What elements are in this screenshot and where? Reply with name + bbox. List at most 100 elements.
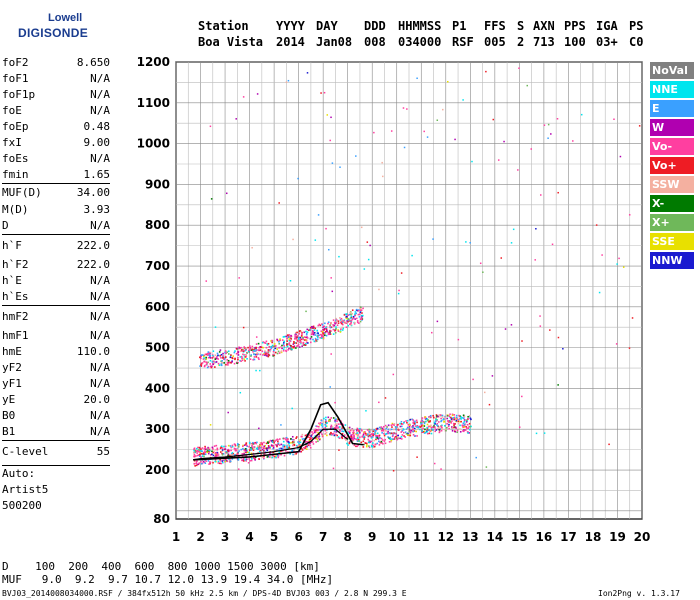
- noise-point: [330, 277, 332, 279]
- echo-point: [259, 444, 262, 446]
- polarization-legend: NoVal NNE E W Vo- Vo+ SSW X- X+ SSE NNW: [650, 62, 694, 271]
- echo-point: [317, 324, 320, 327]
- echo-point: [306, 337, 309, 339]
- echo-point: [428, 432, 431, 435]
- echo-point: [341, 326, 344, 329]
- noise-point: [256, 93, 259, 95]
- echo-point: [194, 465, 196, 467]
- echo-point: [229, 356, 232, 359]
- y-tick-label: 600: [145, 300, 170, 314]
- x-tick-label: 17: [560, 530, 577, 544]
- noise-point: [619, 155, 622, 158]
- echo-point: [308, 328, 311, 331]
- echo-point: [430, 429, 433, 432]
- echo-point: [367, 441, 370, 444]
- echo-point: [299, 439, 301, 441]
- echo-point: [366, 429, 369, 431]
- echo-point: [357, 322, 360, 324]
- echo-point: [426, 432, 429, 435]
- echo-point: [459, 424, 461, 427]
- echo-point: [243, 449, 246, 451]
- echo-point: [440, 425, 443, 428]
- echo-point: [204, 451, 207, 454]
- echo-point: [243, 358, 246, 360]
- echo-point: [281, 344, 283, 347]
- echo-point: [395, 428, 397, 431]
- echo-point: [423, 422, 426, 425]
- echo-point: [222, 358, 225, 360]
- echo-point: [333, 321, 336, 324]
- echo-point: [325, 416, 327, 419]
- echo-point: [195, 460, 198, 463]
- echo-point: [354, 314, 357, 317]
- echo-point: [361, 314, 364, 317]
- echo-point: [293, 453, 296, 456]
- param-row: h`F2 222.0: [2, 257, 110, 273]
- footer-version: Ion2Png v. 1.3.17: [598, 589, 680, 598]
- echo-point: [395, 426, 398, 429]
- echo-point: [353, 444, 356, 447]
- echo-point: [267, 445, 270, 447]
- echo-point: [359, 432, 361, 434]
- noise-point: [423, 130, 425, 133]
- echo-point: [290, 334, 292, 337]
- echo-point: [219, 460, 222, 462]
- echo-point: [327, 322, 329, 325]
- echo-point: [219, 349, 222, 351]
- header-p1-label: P1: [452, 19, 467, 33]
- echo-point: [258, 447, 260, 450]
- x-tick-label: 10: [388, 530, 405, 544]
- echo-point: [278, 444, 281, 446]
- echo-point: [463, 430, 465, 433]
- echo-point: [204, 364, 206, 367]
- echo-point: [318, 334, 320, 336]
- echo-point: [230, 449, 232, 452]
- echo-point: [206, 366, 209, 369]
- echo-point: [315, 340, 318, 343]
- echo-point: [200, 456, 202, 458]
- echo-point: [382, 425, 385, 428]
- echo-point: [237, 446, 240, 448]
- echo-point: [253, 456, 256, 459]
- x-tick-label: 7: [319, 530, 327, 544]
- echo-point: [446, 417, 449, 420]
- echo-point: [242, 353, 244, 356]
- echo-point: [265, 355, 268, 357]
- echo-point: [213, 450, 215, 453]
- echo-point: [362, 440, 365, 443]
- header-pps-label: PPS: [564, 19, 586, 33]
- echo-point: [420, 421, 422, 424]
- echo-point: [310, 441, 313, 444]
- param-row: fmin 1.65: [2, 167, 110, 183]
- echo-point: [394, 436, 396, 439]
- echo-point: [380, 426, 383, 428]
- echo-point: [237, 453, 239, 456]
- echo-point: [354, 318, 356, 320]
- echo-point: [380, 437, 383, 440]
- echo-point: [306, 436, 309, 438]
- echo-point: [295, 342, 298, 344]
- echo-point: [393, 423, 396, 425]
- echo-point: [222, 355, 224, 357]
- param-value: 222.0: [76, 258, 110, 271]
- echo-point: [466, 431, 469, 433]
- echo-point: [430, 432, 433, 435]
- echo-point: [459, 430, 462, 433]
- echo-point: [292, 343, 295, 345]
- echo-point: [315, 441, 317, 443]
- echo-point: [270, 444, 273, 446]
- echo-point: [300, 330, 303, 333]
- echo-point: [275, 345, 277, 347]
- echo-point: [244, 360, 246, 362]
- echo-point: [311, 431, 313, 433]
- echo-point: [407, 428, 409, 431]
- echo-point: [207, 460, 210, 462]
- echo-point: [341, 432, 344, 435]
- echo-point: [329, 420, 331, 422]
- echo-point: [370, 440, 373, 443]
- echo-point: [203, 357, 205, 359]
- echo-point: [420, 425, 423, 427]
- param-label: foEp: [2, 120, 29, 133]
- echo-point: [214, 448, 217, 451]
- echo-point: [356, 429, 359, 432]
